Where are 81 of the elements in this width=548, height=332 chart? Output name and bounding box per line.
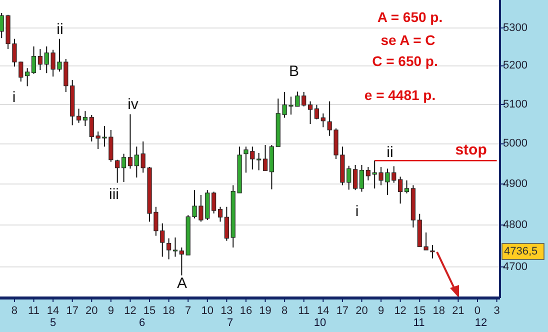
candlestick: [82, 110, 88, 127]
text: 6: [138, 317, 146, 329]
candlestick: [31, 46, 36, 74]
x-tick-label: 8: [282, 305, 288, 317]
candlestick: [218, 206, 223, 222]
y-tick-label: 4700: [503, 260, 528, 273]
x-tick-label: 16: [240, 305, 252, 317]
x-tick-label: 19: [259, 305, 272, 317]
annotation: A = 650 p.: [377, 9, 443, 25]
annotation: iii: [109, 186, 119, 203]
candlestick: [89, 114, 94, 142]
text: 7: [226, 317, 234, 329]
candlestick: [262, 144, 268, 172]
x-tick-label: 17: [66, 305, 78, 317]
annotation: ii: [386, 144, 394, 161]
text: 4736,5: [504, 245, 538, 258]
x-tick-label: 18: [162, 305, 175, 317]
candlestick: [122, 153, 126, 182]
x-tick-label: 12: [124, 305, 136, 317]
text: 5: [50, 317, 56, 329]
x-tick-label: 20: [356, 305, 368, 317]
y-tick-label: 5000: [503, 138, 528, 150]
x-tick-label: 14: [46, 305, 60, 317]
candlestick: [172, 236, 178, 258]
candlestick: [38, 48, 42, 71]
x-tick-label: 8: [11, 305, 18, 317]
annotation: A: [176, 274, 188, 292]
text: 12: [474, 317, 488, 329]
series-label: stop: [455, 142, 487, 159]
x-tick-label: 3: [494, 305, 500, 317]
candlestick: [308, 100, 313, 125]
annotation: ii: [56, 20, 64, 38]
candlestick: [212, 191, 216, 214]
candlestick: [398, 176, 403, 204]
candlestick: [166, 238, 172, 260]
candlestick: [320, 112, 326, 128]
x-tick-label: 9: [108, 305, 114, 317]
text: 10: [314, 317, 326, 329]
candlestick: [128, 114, 133, 170]
x-tick-label: 15: [413, 305, 426, 317]
y-tick-label: 5200: [503, 60, 528, 72]
candlestick: [224, 206, 229, 242]
annotation: B: [288, 62, 300, 80]
y-tick-label: 4800: [503, 218, 528, 231]
x-tick-label: 13: [220, 305, 233, 317]
x-tick-label: 0: [474, 305, 481, 317]
candlestick: [314, 104, 320, 120]
y-tick-label: 5100: [503, 98, 528, 110]
annotation: i: [355, 202, 359, 220]
y-tick-label: 4900: [503, 178, 528, 190]
candlestick: [366, 166, 370, 181]
candlestick: [115, 159, 120, 184]
candlestick: [430, 244, 435, 259]
annotation: i: [12, 88, 16, 106]
x-tick-label: 20: [86, 305, 98, 317]
candlestick: [404, 180, 410, 194]
annotation: C = 650 p.: [372, 53, 438, 69]
x-tick-label: 9: [378, 305, 384, 317]
annotation: e = 4481 p.: [364, 87, 436, 103]
x-tick-label: 10: [201, 305, 214, 317]
x-tick-label: 11: [298, 305, 310, 317]
x-tick-label: 12: [394, 305, 406, 317]
annotation: se A = C: [380, 32, 436, 48]
x-tick-label: 21: [452, 305, 464, 317]
x-tick-label: 18: [432, 305, 446, 317]
x-tick-label: 14: [317, 305, 330, 317]
x-tick-label: 15: [143, 305, 156, 317]
annotation: iv: [128, 96, 139, 113]
y-tick-label: 5300: [503, 22, 528, 34]
x-tick-label: 7: [185, 305, 192, 317]
candlestick: [179, 247, 184, 276]
candlestick: [353, 164, 358, 191]
candlestick: [256, 152, 262, 171]
candlestick: [25, 68, 30, 87]
candlestick: [76, 108, 82, 124]
candlestick: [359, 164, 364, 192]
candlestick: [134, 146, 139, 178]
x-tick-label: 17: [336, 305, 349, 317]
text: 11: [413, 317, 425, 329]
candlestick: [302, 92, 306, 107]
x-tick-label: 11: [28, 305, 40, 317]
